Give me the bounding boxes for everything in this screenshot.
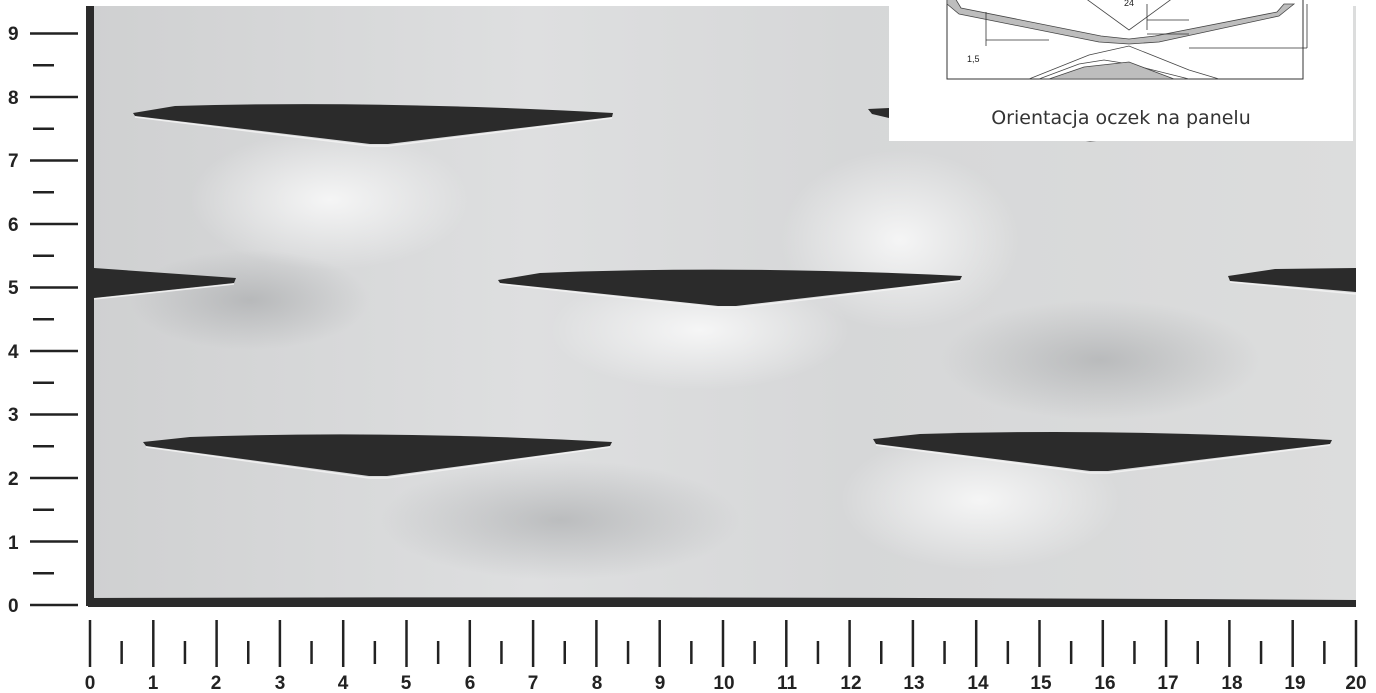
hole bbox=[868, 108, 889, 118]
y-tick-label: 2 bbox=[8, 469, 19, 490]
y-tick-label: 6 bbox=[8, 215, 19, 236]
left-edge bbox=[86, 6, 94, 606]
y-tick-label: 8 bbox=[8, 88, 19, 109]
bottom-edge bbox=[88, 597, 1356, 607]
x-axis-labels: 0 1 2 3 4 5 6 7 8 9 10 11 12 13 14 15 16… bbox=[85, 673, 1367, 693]
inset-caption: Orientacja oczek na panelu bbox=[991, 107, 1251, 129]
y-tick-label: 3 bbox=[8, 405, 19, 426]
x-tick-label: 17 bbox=[1157, 673, 1178, 693]
x-tick-label: 10 bbox=[713, 673, 734, 693]
x-tick-label: 12 bbox=[840, 673, 861, 693]
x-tick-label: 19 bbox=[1284, 673, 1305, 693]
x-tick-label: 7 bbox=[528, 673, 539, 693]
x-tick-label: 14 bbox=[967, 673, 989, 693]
dimension-top: 24 bbox=[1124, 0, 1134, 8]
x-tick-label: 20 bbox=[1345, 673, 1366, 693]
y-tick-label: 9 bbox=[8, 24, 19, 45]
x-tick-label: 1 bbox=[148, 673, 159, 693]
hole bbox=[498, 269, 962, 306]
x-axis bbox=[88, 620, 1358, 667]
x-tick-label: 11 bbox=[777, 673, 798, 693]
x-tick-label: 16 bbox=[1094, 673, 1115, 693]
x-tick-label: 4 bbox=[338, 673, 349, 693]
hole bbox=[133, 104, 613, 144]
y-axis bbox=[30, 32, 78, 607]
x-tick-label: 8 bbox=[592, 673, 603, 693]
x-tick-label: 2 bbox=[211, 673, 222, 693]
x-tick-label: 13 bbox=[903, 673, 924, 693]
dimension-left: 1,5 bbox=[967, 54, 980, 64]
y-tick-label: 1 bbox=[8, 533, 19, 554]
hole bbox=[873, 432, 1332, 471]
orientation-inset: 24 1,5 Orientacja oczek na panelu bbox=[889, 0, 1353, 141]
x-tick-label: 18 bbox=[1221, 673, 1242, 693]
hole bbox=[143, 434, 612, 476]
y-tick-label: 5 bbox=[8, 278, 19, 299]
x-tick-label: 3 bbox=[275, 673, 286, 693]
x-tick-label: 5 bbox=[401, 673, 412, 693]
hole bbox=[94, 268, 236, 298]
x-tick-label: 15 bbox=[1030, 673, 1052, 693]
x-tick-label: 9 bbox=[655, 673, 666, 693]
mesh-orientation-drawing: 24 1,5 bbox=[946, 0, 1308, 80]
y-tick-label: 4 bbox=[8, 342, 19, 363]
x-tick-label: 0 bbox=[85, 673, 96, 693]
hole bbox=[1228, 268, 1356, 292]
x-tick-label: 6 bbox=[465, 673, 476, 693]
mesh-holes bbox=[94, 104, 1356, 476]
y-tick-label: 0 bbox=[8, 596, 19, 617]
y-tick-label: 7 bbox=[8, 151, 19, 172]
y-axis-labels: 0 1 2 3 4 5 6 7 8 9 bbox=[8, 24, 19, 617]
